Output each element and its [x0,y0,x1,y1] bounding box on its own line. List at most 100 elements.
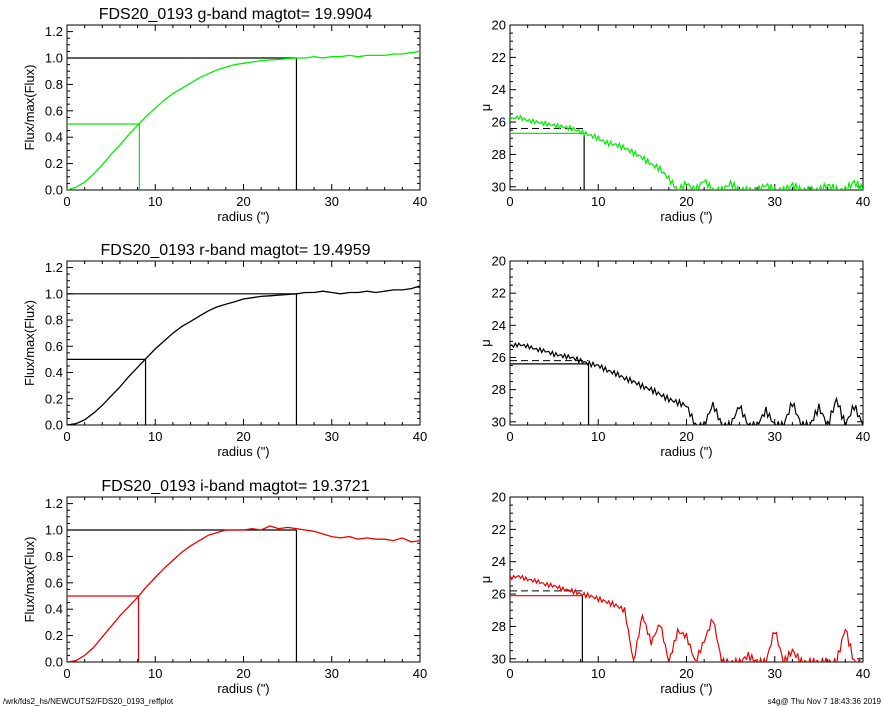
x-tick-label: 10 [148,194,162,209]
y-tick-label: 0.2 [45,628,63,643]
y-tick-label: 0.0 [45,655,63,670]
y-axis-label: Flux/max(Flux) [22,65,37,151]
x-tick-label: 30 [325,194,339,209]
y-tick-label: 1.2 [45,496,63,511]
data-layer [510,574,863,662]
chart-title: FDS20_0193 i-band magtot= 19.3721 [101,478,369,495]
x-axis-label: radius (") [217,444,269,459]
y-tick-label: 20 [492,18,506,33]
panel-mu-i: 0 10 20 30 40 20 22 24 26 28 30 radius (") μ [478,490,870,697]
x-tick-label: 40 [856,194,870,209]
chart-title: FDS20_0193 g-band magtot= 19.9904 [99,6,373,23]
x-tick-label: 0 [63,429,70,444]
x-axis-label: radius (") [660,209,712,224]
x-tick-label: 40 [413,429,427,444]
y-tick-label: 0.6 [45,103,63,118]
footer-file-path: /wrk/fds2_hs/NEWCUTS2/FDS20_0193_reffplo… [3,697,174,706]
y-tick-label: 0.0 [45,418,63,433]
data-layer [67,525,420,662]
y-tick-label: 22 [492,286,506,301]
plot-frame [509,260,864,426]
y-tick-label: 1.2 [45,24,63,39]
y-tick-label: 0.8 [45,77,63,92]
footer-timestamp: s4g@ Thu Nov 7 18:43:36 2019 [767,697,881,706]
data-layer [67,285,420,425]
x-tick-label: 20 [679,194,693,209]
x-tick-label: 20 [236,194,250,209]
x-tick-label: 20 [679,666,693,681]
data-layer [67,50,420,190]
panel-mu-r: 0 10 20 30 40 20 22 24 26 28 30 radius (") μ [478,254,870,460]
panel-flux-g: 0 10 20 30 40 0.0 0.2 0.4 0.6 0.8 1.0 1.2 radius (")… [22,6,427,224]
y-tick-label: 0.6 [45,575,63,590]
plot-frame [509,496,864,663]
x-axis-label: radius (") [217,681,269,696]
x-tick-label: 10 [591,429,605,444]
x-axis-label: radius (") [660,681,712,696]
y-tick-label: 26 [492,587,506,602]
x-tick-label: 30 [768,429,782,444]
y-tick-label: 30 [492,179,506,194]
x-tick-label: 30 [768,194,782,209]
y-tick-label: 26 [492,115,506,130]
y-tick-label: 24 [492,554,506,569]
surface-brightness-profile-r [510,341,863,425]
y-tick-label: 1.0 [45,51,63,66]
chart-title: FDS20_0193 r-band magtot= 19.4959 [101,242,371,259]
plot-frame [66,260,421,426]
x-tick-label: 40 [856,666,870,681]
y-tick-label: 26 [492,350,506,365]
data-layer [510,341,863,425]
x-tick-label: 0 [506,429,513,444]
x-tick-label: 10 [591,666,605,681]
growth-curve-i [67,525,420,662]
x-tick-label: 40 [856,429,870,444]
y-tick-label: 30 [492,651,506,666]
x-tick-label: 0 [63,666,70,681]
y-axis-label: Flux/max(Flux) [22,537,37,623]
y-tick-label: 30 [492,414,506,429]
y-tick-label: 1.2 [45,260,63,275]
x-axis-label: radius (") [217,209,269,224]
panel-flux-r: 0 10 20 30 40 0.0 0.2 0.4 0.6 0.8 1.0 1.2 radius (")… [22,242,427,459]
y-tick-label: 1.0 [45,286,63,301]
y-axis-label: μ [478,104,493,112]
x-tick-label: 0 [506,194,513,209]
y-tick-label: 0.2 [45,391,63,406]
x-tick-label: 10 [148,429,162,444]
y-tick-label: 0.4 [45,602,63,617]
plot-frame [509,24,864,191]
y-tick-label: 1.0 [45,523,63,538]
x-tick-label: 30 [325,666,339,681]
y-tick-label: 0.8 [45,313,63,328]
y-tick-label: 22 [492,522,506,537]
plot-frame [66,24,421,191]
y-axis-label: Flux/max(Flux) [22,300,37,386]
y-tick-label: 24 [492,82,506,97]
y-tick-label: 22 [492,50,506,65]
y-tick-label: 28 [492,382,506,397]
y-tick-label: 0.8 [45,549,63,564]
x-tick-label: 20 [236,666,250,681]
y-tick-label: 20 [492,254,506,269]
y-tick-label: 0.6 [45,339,63,354]
x-tick-label: 30 [768,666,782,681]
y-tick-label: 28 [492,619,506,634]
x-tick-label: 0 [506,666,513,681]
x-tick-label: 30 [325,429,339,444]
y-tick-label: 0.0 [45,183,63,198]
x-tick-label: 10 [591,194,605,209]
y-tick-label: 28 [492,147,506,162]
plot-frame [66,496,421,663]
growth-curve-r [67,285,420,425]
surface-brightness-profile-g [510,114,863,190]
x-tick-label: 40 [413,666,427,681]
y-tick-label: 20 [492,490,506,505]
y-tick-label: 0.4 [45,365,63,380]
surface-brightness-profile-i [510,574,863,662]
x-tick-label: 20 [679,429,693,444]
data-layer [510,114,863,190]
x-tick-label: 20 [236,429,250,444]
y-tick-label: 0.2 [45,156,63,171]
